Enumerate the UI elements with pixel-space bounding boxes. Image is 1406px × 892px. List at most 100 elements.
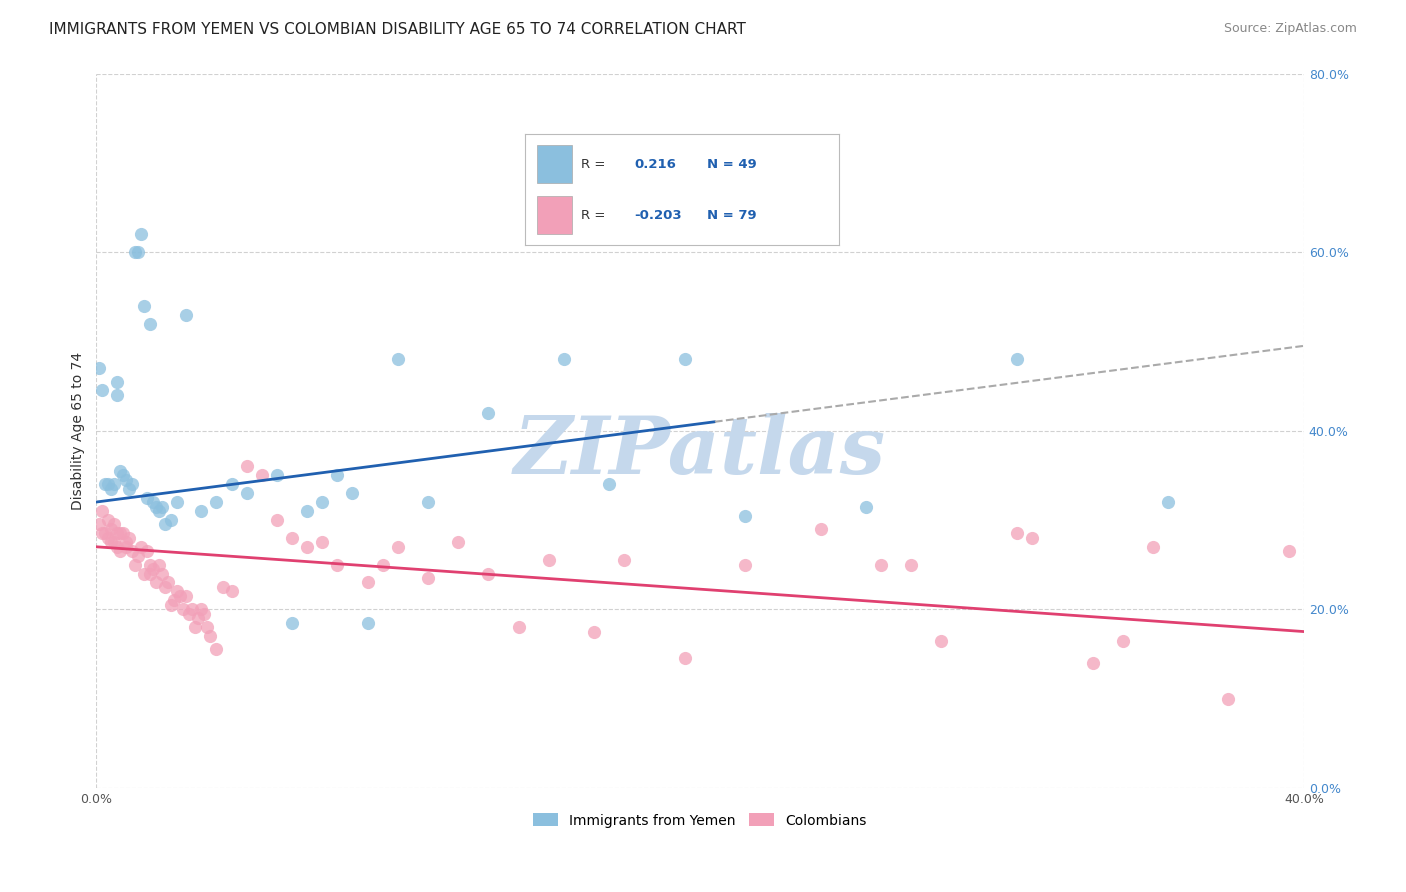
Point: [108, 464, 131, 478]
Point: [810, 522, 832, 536]
Point: [931, 633, 953, 648]
Point: [90, 504, 112, 518]
Point: [157, 575, 180, 590]
Point: [139, 566, 162, 581]
Point: [103, 535, 125, 549]
Point: [150, 500, 173, 514]
Point: [115, 535, 138, 549]
Point: [105, 375, 128, 389]
Point: [356, 575, 378, 590]
Point: [371, 558, 394, 572]
Point: [118, 531, 141, 545]
Point: [174, 589, 197, 603]
Point: [179, 607, 201, 621]
Point: [153, 580, 176, 594]
Point: [537, 553, 560, 567]
Point: [184, 620, 207, 634]
Point: [197, 620, 219, 634]
Point: [166, 584, 188, 599]
Point: [108, 544, 131, 558]
Point: [211, 580, 233, 594]
Text: Source: ZipAtlas.com: Source: ZipAtlas.com: [1223, 22, 1357, 36]
Point: [190, 504, 212, 518]
Point: [124, 245, 146, 260]
Point: [1218, 691, 1240, 706]
Point: [356, 615, 378, 630]
Point: [1142, 540, 1164, 554]
Point: [132, 566, 155, 581]
Point: [172, 602, 194, 616]
Point: [673, 651, 696, 665]
Point: [160, 598, 183, 612]
Point: [169, 589, 191, 603]
Point: [342, 486, 364, 500]
Point: [103, 477, 125, 491]
Point: [100, 482, 122, 496]
Point: [121, 477, 143, 491]
Point: [598, 477, 620, 491]
Point: [326, 468, 349, 483]
Point: [193, 607, 215, 621]
Point: [139, 317, 162, 331]
Point: [115, 540, 138, 554]
Point: [129, 227, 152, 242]
Point: [100, 522, 122, 536]
Point: [145, 575, 167, 590]
Point: [97, 513, 120, 527]
Point: [205, 642, 228, 657]
Point: [221, 477, 243, 491]
Point: [118, 482, 141, 496]
Point: [1021, 531, 1043, 545]
Point: [281, 615, 304, 630]
Point: [477, 566, 499, 581]
Point: [870, 558, 893, 572]
Point: [105, 388, 128, 402]
Point: [416, 495, 439, 509]
Text: ZIPatlas: ZIPatlas: [513, 413, 886, 491]
Point: [190, 602, 212, 616]
Point: [326, 558, 349, 572]
Point: [200, 629, 222, 643]
Point: [121, 544, 143, 558]
Point: [97, 531, 120, 545]
Point: [447, 535, 470, 549]
Point: [108, 526, 131, 541]
Point: [311, 535, 333, 549]
Point: [150, 566, 173, 581]
Point: [163, 593, 186, 607]
Point: [145, 500, 167, 514]
Point: [900, 558, 922, 572]
Point: [281, 531, 304, 545]
Point: [97, 477, 120, 491]
Point: [93, 526, 115, 541]
Point: [160, 513, 183, 527]
Point: [1005, 526, 1028, 541]
Point: [295, 504, 318, 518]
Point: [181, 602, 204, 616]
Point: [105, 540, 128, 554]
Point: [87, 517, 110, 532]
Point: [148, 558, 170, 572]
Point: [111, 526, 134, 541]
Legend: Immigrants from Yemen, Colombians: Immigrants from Yemen, Colombians: [526, 806, 873, 834]
Point: [115, 473, 138, 487]
Point: [311, 495, 333, 509]
Point: [105, 526, 128, 541]
Point: [148, 504, 170, 518]
Y-axis label: Disability Age 65 to 74: Disability Age 65 to 74: [72, 351, 86, 509]
Point: [166, 495, 188, 509]
Point: [734, 508, 756, 523]
Point: [87, 361, 110, 376]
Point: [1278, 544, 1301, 558]
Point: [90, 384, 112, 398]
Point: [583, 624, 606, 639]
Point: [266, 513, 288, 527]
Point: [174, 308, 197, 322]
Point: [90, 526, 112, 541]
Point: [734, 558, 756, 572]
Point: [477, 406, 499, 420]
Point: [387, 540, 409, 554]
Text: IMMIGRANTS FROM YEMEN VS COLOMBIAN DISABILITY AGE 65 TO 74 CORRELATION CHART: IMMIGRANTS FROM YEMEN VS COLOMBIAN DISAB…: [49, 22, 747, 37]
Point: [613, 553, 636, 567]
Point: [1005, 352, 1028, 367]
